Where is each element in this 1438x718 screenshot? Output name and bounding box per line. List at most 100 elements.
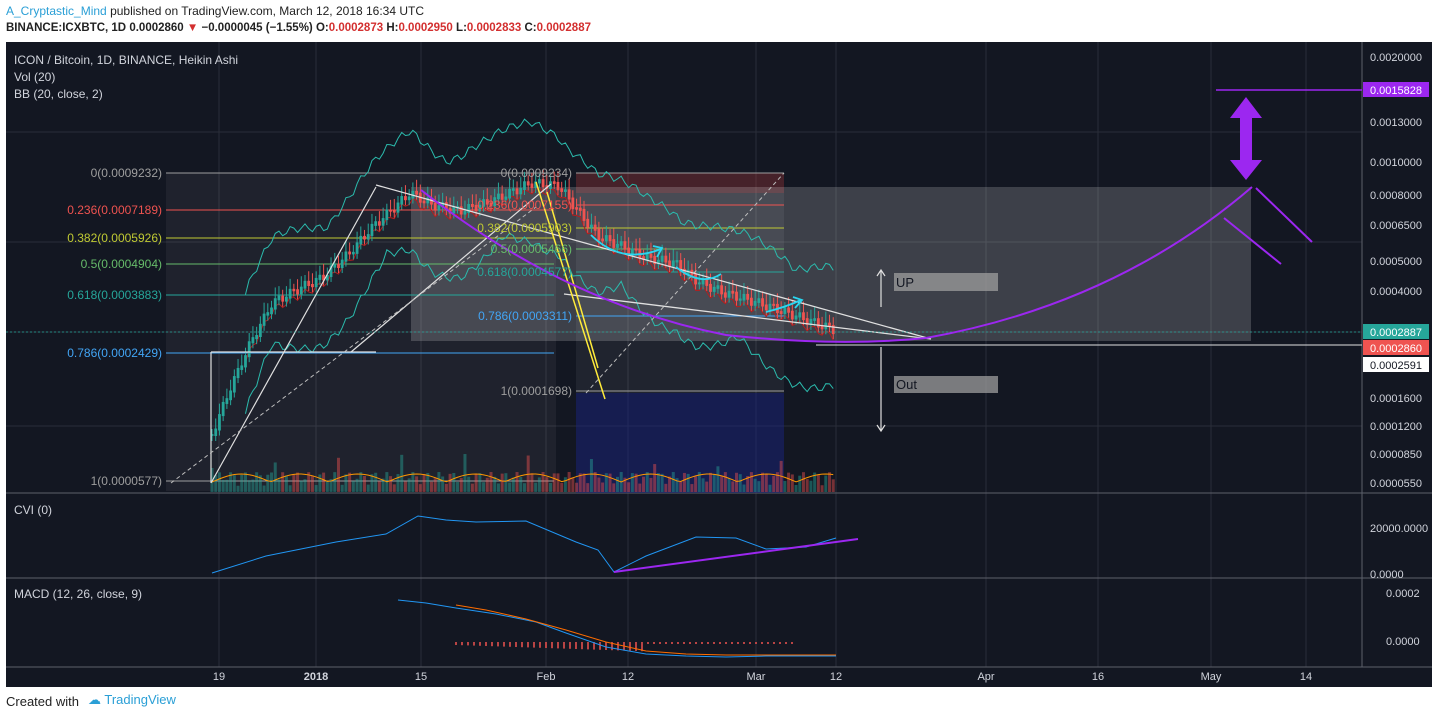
volume-bar — [448, 473, 452, 492]
candle-body — [712, 286, 716, 292]
bb-lower-band — [244, 232, 834, 414]
candle-body — [351, 251, 355, 255]
candle-body — [831, 325, 835, 335]
candle-body — [634, 248, 638, 251]
candle-body — [679, 260, 683, 271]
fib-right-level-label: 0.5(0.0005466) — [491, 242, 572, 256]
candle-body — [802, 312, 805, 321]
volume-bar — [363, 475, 367, 492]
volume-bar — [649, 477, 653, 492]
volume-bar — [571, 477, 575, 492]
candle-body — [593, 224, 597, 231]
volume-bar — [258, 475, 262, 492]
volume-bar — [266, 474, 270, 492]
volume-bar — [429, 481, 433, 492]
up-label: UP — [896, 275, 914, 290]
time-axis[interactable]: 19 2018 15 Feb 12 Mar 12 Apr 16 May 14 — [213, 671, 1312, 683]
candle-body — [630, 248, 634, 255]
up-arrow-icon[interactable] — [876, 268, 886, 307]
candle-body — [463, 210, 467, 215]
candle-body — [392, 209, 396, 213]
volume-bar — [411, 472, 415, 492]
yellow-line-2[interactable] — [546, 191, 599, 369]
volume-bar — [664, 483, 668, 492]
candle-body — [415, 190, 418, 195]
volume-bar — [489, 472, 493, 492]
target-double-arrow-icon[interactable] — [1230, 97, 1262, 180]
candle-body — [218, 414, 221, 431]
volume-bar — [694, 476, 698, 492]
bb-legend[interactable]: BB (20, close, 2) — [14, 87, 103, 101]
volume-bar — [604, 473, 608, 492]
chart-area[interactable]: UP Out 0(0.0009232) 0.236(0.0007189) 0.382… — [6, 42, 1432, 687]
candle-body — [236, 367, 240, 379]
volume-bar — [407, 478, 411, 492]
fib-right-level-label: 0(0.0009234) — [501, 166, 572, 180]
cyan-wave-arrows[interactable] — [590, 234, 804, 313]
published-text: published on TradingView.com, March 12, … — [110, 4, 425, 18]
down-arrow-out-icon[interactable] — [876, 347, 886, 433]
candle-body — [779, 311, 783, 314]
volume-bar — [217, 472, 221, 492]
volume-bar — [541, 472, 545, 492]
main-legend[interactable]: ICON / Bitcoin, 1D, BINANCE, Heikin Ashi — [14, 53, 238, 67]
up-label-box[interactable] — [894, 273, 998, 291]
volume-legend[interactable]: Vol (20) — [14, 70, 55, 84]
candle-body — [597, 228, 601, 241]
candle-body — [794, 315, 798, 320]
wedge-lower-line[interactable] — [563, 293, 932, 340]
volume-bar — [415, 476, 419, 492]
trendline-rise-lower[interactable] — [210, 186, 377, 484]
time-axis-tick: Apr — [977, 671, 994, 683]
candle-body — [363, 235, 366, 240]
volume-bar — [567, 472, 571, 492]
cvi-divergence-line[interactable] — [613, 538, 859, 573]
candle-body — [322, 274, 325, 281]
chart-canvas[interactable]: UP Out 0(0.0009232) 0.236(0.0007189) 0.382… — [6, 42, 1432, 687]
handle-line-1[interactable] — [1255, 187, 1313, 243]
volume-bar — [615, 476, 619, 492]
fib-right-level-label: 0.236(0.0007155) — [477, 198, 572, 212]
volume-bar — [348, 472, 352, 492]
close-label: C: — [524, 22, 537, 34]
macd-axis[interactable]: 0.0002 0.0000 — [1386, 588, 1420, 648]
trendline-rise-upper[interactable] — [350, 183, 552, 353]
volume-bar — [299, 480, 303, 492]
candle-body — [738, 298, 742, 301]
candle-body — [478, 204, 482, 212]
volume-bar — [809, 480, 813, 492]
candle-body — [314, 277, 318, 288]
cvi-legend[interactable]: CVI (0) — [14, 503, 52, 517]
volume-bar — [601, 482, 605, 492]
tradingview-cloud-icon: ☁ — [88, 692, 101, 707]
fib-diagonal-left — [170, 206, 537, 484]
cup-curve[interactable] — [420, 186, 1253, 343]
candle-body — [247, 341, 251, 358]
candle-body — [240, 365, 244, 370]
fib-left-levels — [166, 172, 554, 482]
candle-body — [385, 209, 389, 221]
cvi-axis[interactable]: 20000.0000 0.0000 — [1370, 523, 1428, 581]
volume-bar — [229, 472, 233, 492]
volume-bar — [712, 474, 716, 492]
tradingview-logo-link[interactable]: ☁ TradingView — [88, 692, 176, 708]
candle-body — [757, 298, 761, 303]
macd-legend[interactable]: MACD (12, 26, close, 9) — [14, 587, 142, 601]
handle-line-2[interactable] — [1223, 217, 1282, 265]
volume-bar — [642, 476, 646, 492]
yellow-line-1[interactable] — [535, 181, 606, 400]
fib-retracement-right-zone[interactable] — [576, 173, 784, 393]
out-label-box[interactable] — [894, 376, 998, 393]
volume-bar — [560, 482, 564, 492]
price-axis[interactable]: 0.0020000 0.0015828 0.0013000 0.0010000 0.00… — [1363, 52, 1429, 490]
time-axis-tick: 16 — [1092, 671, 1104, 683]
author-link[interactable]: A_Cryptastic_Mind — [6, 4, 107, 18]
volume-bar — [627, 482, 631, 492]
volume-bar — [697, 472, 701, 492]
candle-body — [396, 202, 400, 213]
candle-body — [657, 259, 660, 265]
volume-bar — [288, 485, 292, 492]
candle-body — [210, 434, 214, 436]
wedge-upper-line[interactable] — [375, 184, 932, 340]
volume-bar — [426, 472, 430, 492]
